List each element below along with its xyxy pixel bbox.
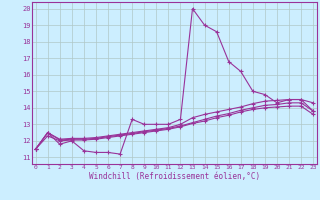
X-axis label: Windchill (Refroidissement éolien,°C): Windchill (Refroidissement éolien,°C) bbox=[89, 172, 260, 181]
